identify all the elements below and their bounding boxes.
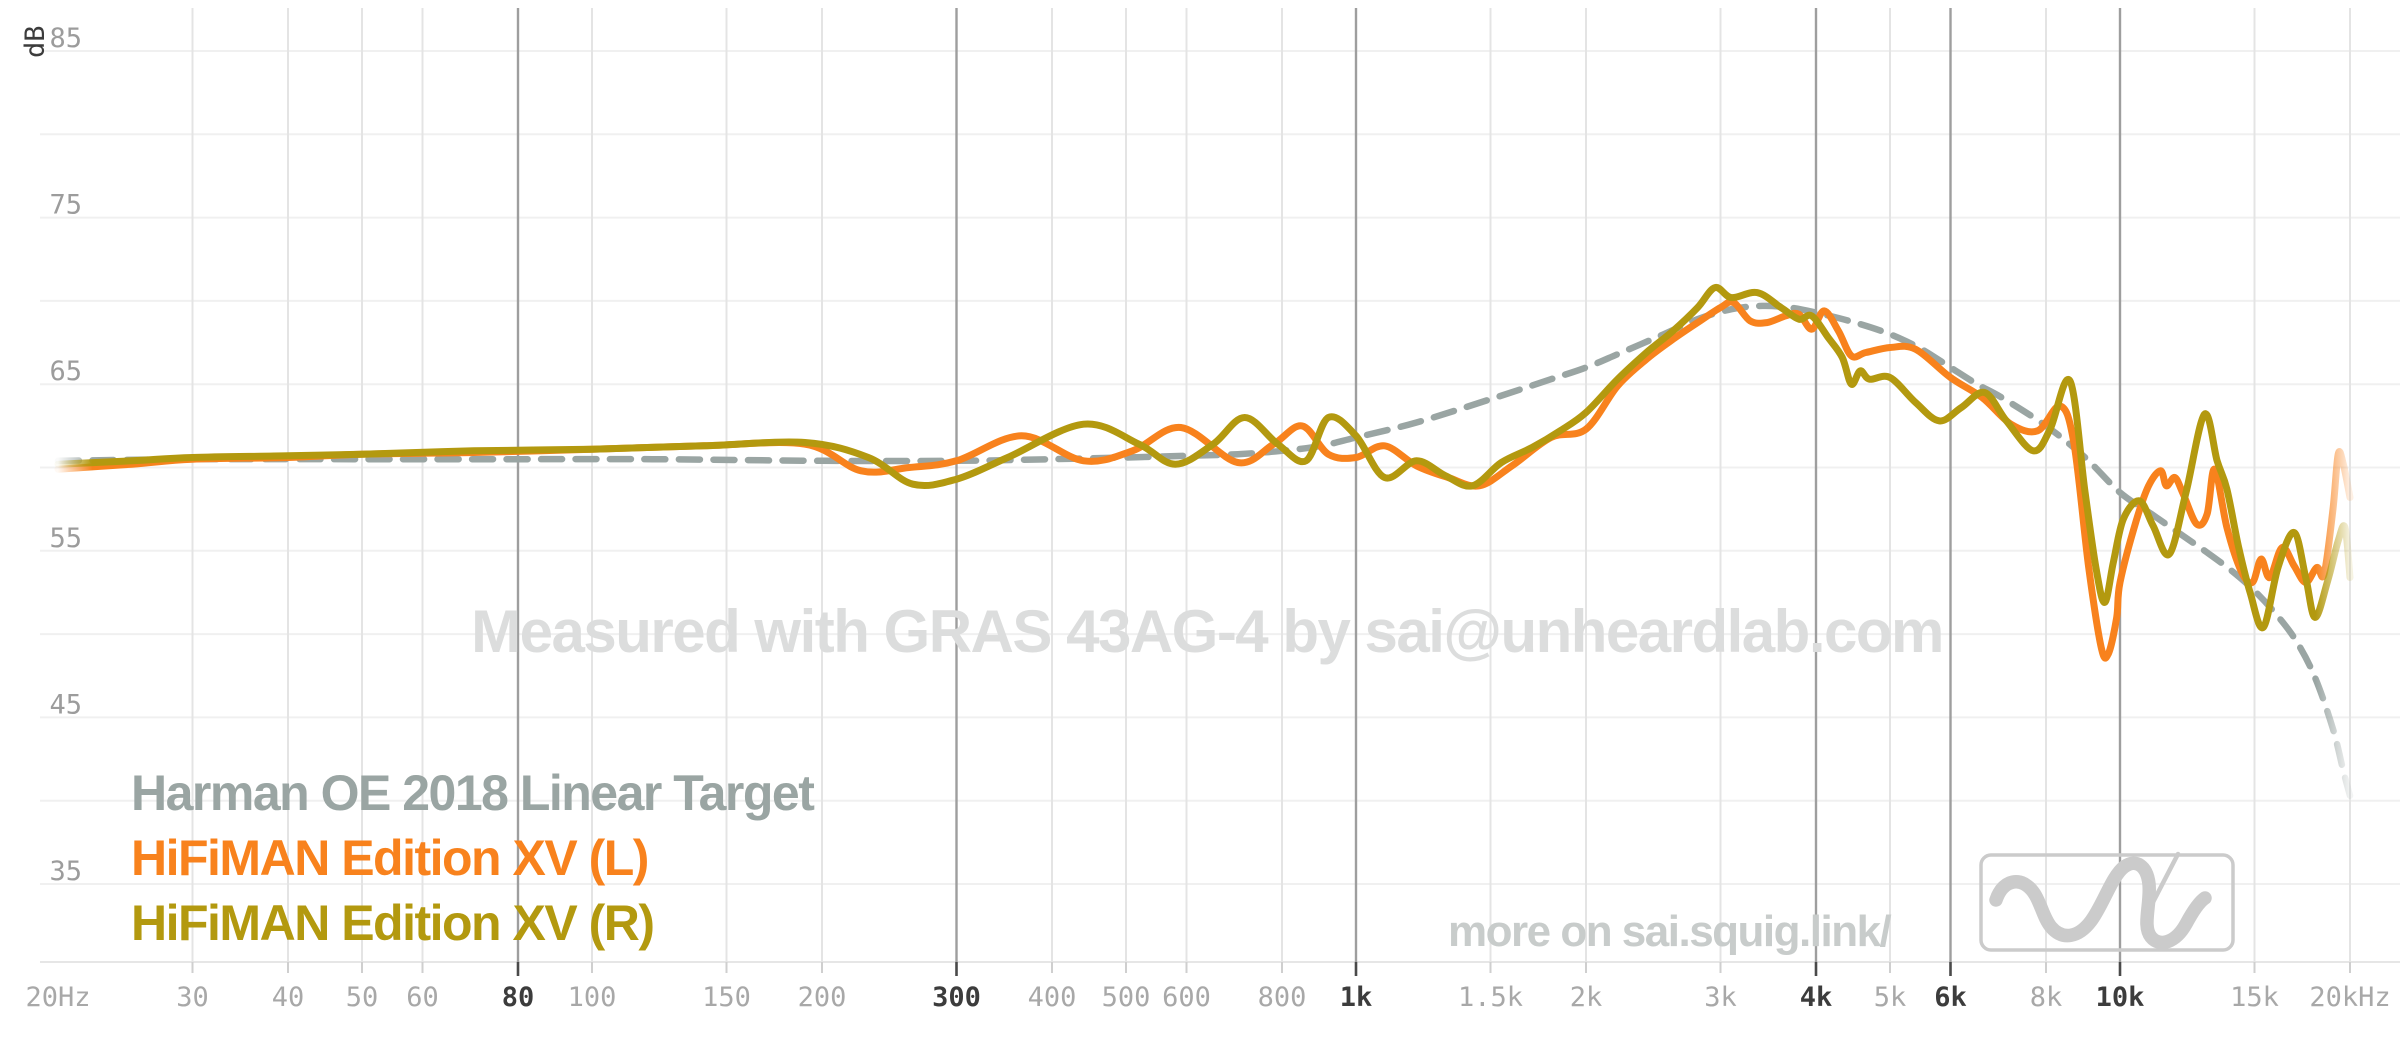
- x-tick-label-3k: 3k: [1704, 982, 1737, 1013]
- x-tick-label-5k: 5k: [1874, 982, 1907, 1013]
- x-tick-label-10k: 10k: [2096, 982, 2145, 1013]
- x-tick-label-20Hz: 20Hz: [25, 982, 90, 1013]
- x-tick-label-30: 30: [176, 982, 209, 1013]
- x-tick-label-40: 40: [272, 982, 305, 1013]
- grid: [40, 8, 2400, 976]
- y-tick-label-85: 85: [49, 23, 82, 54]
- x-tick-label-6k: 6k: [1934, 982, 1967, 1013]
- logo-squiggle-tail: [2147, 851, 2181, 911]
- legend-item-target: Harman OE 2018 Linear Target: [131, 765, 815, 821]
- x-tick-label-8k: 8k: [2030, 982, 2063, 1013]
- y-tick-label-75: 75: [49, 190, 82, 221]
- x-tick-label-600: 600: [1162, 982, 1211, 1013]
- squiglink-logo: [1979, 851, 2235, 952]
- legend-item-right-channel: HiFiMAN Edition XV (R): [131, 895, 654, 951]
- watermark-text: Measured with GRAS 43AG-4 by sai@unheard…: [471, 598, 1943, 665]
- x-tick-label-800: 800: [1258, 982, 1307, 1013]
- x-tick-label-1k: 1k: [1340, 982, 1373, 1013]
- x-tick-label-300: 300: [932, 982, 981, 1013]
- legend: Harman OE 2018 Linear Target HiFiMAN Edi…: [131, 765, 817, 951]
- axis-tick-labels: 20Hz 30 40 50 60 80 100 150 200 300 400 500 600 800 1k…: [25, 23, 2390, 1013]
- logo-squiggle-icon: [1989, 856, 2212, 950]
- y-tick-label-65: 65: [49, 356, 82, 387]
- x-tick-label-200: 200: [798, 982, 847, 1013]
- y-axis-unit-label: dB: [20, 25, 51, 58]
- legend-item-left-channel: HiFiMAN Edition XV (L): [131, 830, 648, 886]
- x-tick-label-2k: 2k: [1570, 982, 1603, 1013]
- x-tick-label-400: 400: [1028, 982, 1077, 1013]
- left-channel-curve: [54, 298, 2354, 662]
- x-tick-label-80: 80: [502, 982, 535, 1013]
- y-tick-label-35: 35: [49, 856, 82, 887]
- x-tick-label-15k: 15k: [2230, 982, 2279, 1013]
- x-tick-label-150: 150: [702, 982, 751, 1013]
- logo-frame: [1979, 853, 2235, 952]
- x-tick-label-4k: 4k: [1800, 982, 1833, 1013]
- x-tick-label-60: 60: [406, 982, 439, 1013]
- x-tick-label-100: 100: [568, 982, 617, 1013]
- curves: [54, 284, 2354, 799]
- x-tick-label-1.5k: 1.5k: [1458, 982, 1523, 1013]
- right-channel-curve: [54, 284, 2354, 632]
- x-tick-label-50: 50: [346, 982, 379, 1013]
- x-tick-label-20kHz: 20kHz: [2309, 982, 2390, 1013]
- y-tick-label-55: 55: [49, 523, 82, 554]
- y-tick-label-45: 45: [49, 689, 82, 720]
- x-tick-label-500: 500: [1102, 982, 1151, 1013]
- squiglink-site-link[interactable]: more on sai.squig.link/: [1448, 907, 1893, 956]
